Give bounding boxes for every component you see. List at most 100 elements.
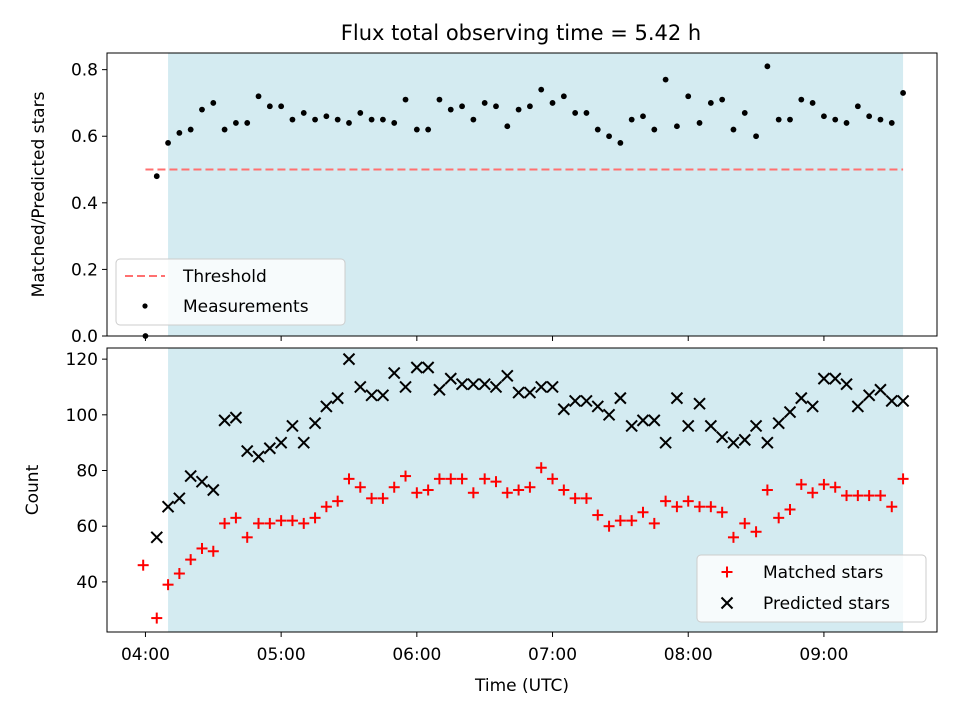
- y-tick-label: 0.6: [71, 127, 98, 147]
- predicted-star-point: [478, 377, 491, 391]
- measurement-points: [142, 63, 906, 339]
- predicted-star-point: [693, 397, 706, 410]
- bottom-x-axis-ticks: 04:00 05:00 06:00 07:00 08:00 09:00: [121, 632, 848, 665]
- matched-star-point: [253, 517, 265, 529]
- measurement-point: [323, 113, 330, 120]
- predicted-star-point: [885, 394, 898, 408]
- predicted-star-point: [501, 369, 514, 383]
- predicted-star-point: [331, 391, 344, 405]
- top-legend: Threshold Measurements: [115, 258, 346, 326]
- matched-star-point: [558, 484, 570, 496]
- matched-star-point: [230, 512, 242, 524]
- y-tick-label: 40: [76, 573, 98, 593]
- measurement-point: [798, 96, 805, 103]
- legend-measurement-label: Measurements: [183, 297, 309, 317]
- matched-star-point: [388, 481, 400, 493]
- measurement-point: [470, 116, 477, 123]
- matched-star-point: [874, 490, 886, 502]
- matched-star-point: [320, 501, 332, 513]
- matched-star-point: [863, 490, 875, 502]
- measurement-point: [278, 103, 285, 110]
- legend-threshold-label: Threshold: [182, 267, 267, 287]
- legend-plus-marker: [721, 566, 733, 578]
- predicted-star-point: [195, 475, 209, 488]
- matched-star-point: [648, 517, 660, 529]
- predicted-star-point: [715, 430, 729, 444]
- measurement-point: [538, 86, 545, 93]
- predicted-star-point: [738, 433, 751, 447]
- measurement-point: [334, 116, 341, 123]
- measurement-point: [832, 116, 839, 123]
- measurement-point: [843, 120, 850, 126]
- measurement-point: [888, 120, 895, 126]
- predicted-star-point: [376, 389, 390, 402]
- matched-star-point: [761, 484, 773, 496]
- predicted-star-point: [648, 414, 661, 427]
- matched-star-point: [400, 470, 412, 482]
- measurement-point: [357, 110, 364, 116]
- matched-star-point: [524, 481, 536, 493]
- predicted-star-point: [557, 403, 571, 416]
- y-tick-label: 0.0: [71, 327, 98, 347]
- measurement-point: [402, 96, 409, 103]
- measurement-point: [153, 173, 160, 180]
- measurement-point: [617, 139, 624, 146]
- predicted-star-point: [184, 469, 197, 483]
- predicted-star-point: [523, 386, 537, 399]
- predicted-star-point: [274, 436, 288, 449]
- measurement-point: [572, 110, 579, 116]
- predicted-star-point: [851, 400, 865, 413]
- measurement-point: [425, 126, 432, 133]
- predicted-star-point: [783, 405, 797, 419]
- measurement-point: [583, 110, 590, 116]
- chart-title: Flux total observing time = 5.42 h: [341, 21, 701, 45]
- measurement-point: [266, 103, 273, 110]
- matched-star-point: [614, 515, 626, 527]
- top-y-axis-ticks: 0.0 0.2 0.4 0.6 0.8: [71, 61, 107, 347]
- bottom-legend: Matched stars Predicted stars: [696, 554, 927, 623]
- matched-star-point: [535, 462, 547, 474]
- predicted-star-point: [761, 436, 774, 449]
- matched-star-point: [682, 495, 694, 507]
- measurement-point: [741, 110, 748, 116]
- matched-star-point: [275, 515, 287, 527]
- measurement-point: [707, 100, 714, 106]
- measurement-point: [775, 116, 782, 123]
- matched-star-point: [841, 490, 853, 502]
- y-tick-label: 120: [66, 350, 98, 370]
- measurement-point: [481, 100, 488, 106]
- matched-star-point: [660, 495, 672, 507]
- x-tick-label: 08:00: [664, 645, 713, 665]
- measurement-point: [696, 120, 703, 126]
- matched-star-point: [501, 487, 513, 499]
- measurement-point: [854, 103, 861, 110]
- legend-predicted-label: Predicted stars: [763, 594, 890, 614]
- matched-star-point: [547, 473, 559, 485]
- measurement-point: [606, 133, 612, 140]
- matched-star-point: [513, 484, 525, 496]
- measurement-point: [753, 133, 759, 140]
- predicted-star-point: [161, 500, 175, 513]
- measurement-point: [685, 93, 692, 100]
- top-y-axis-label: Matched/Predicted stars: [29, 91, 49, 297]
- predicted-star-point: [410, 361, 424, 374]
- matched-star-point: [377, 492, 389, 504]
- measurement-point: [233, 120, 239, 126]
- predicted-star-point: [817, 372, 831, 385]
- predicted-star-point: [218, 414, 231, 427]
- measurement-point: [210, 100, 217, 106]
- measurement-point: [764, 63, 771, 70]
- predicted-star-point: [602, 408, 616, 422]
- predicted-star-point: [433, 383, 446, 396]
- predicted-star-point: [421, 361, 435, 374]
- predicted-star-point: [795, 391, 808, 405]
- measurement-point: [821, 113, 827, 120]
- legend-matched-label: Matched stars: [763, 563, 883, 583]
- legend-matched-swatch: [721, 566, 733, 578]
- measurement-point: [436, 96, 443, 103]
- predicted-star-point: [297, 436, 310, 449]
- matched-star-point: [151, 612, 163, 624]
- measurement-point: [628, 116, 635, 123]
- y-tick-label: 100: [66, 406, 98, 426]
